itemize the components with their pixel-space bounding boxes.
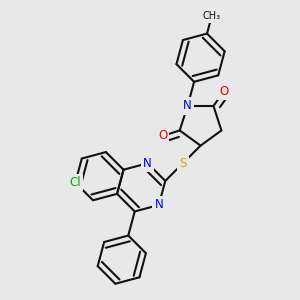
Text: O: O [219,85,229,98]
Text: Cl: Cl [70,176,81,189]
Text: N: N [154,199,163,212]
Text: CH₃: CH₃ [202,11,221,21]
Text: O: O [158,130,167,142]
Text: N: N [143,157,152,170]
Text: S: S [179,157,187,170]
Text: N: N [183,99,192,112]
